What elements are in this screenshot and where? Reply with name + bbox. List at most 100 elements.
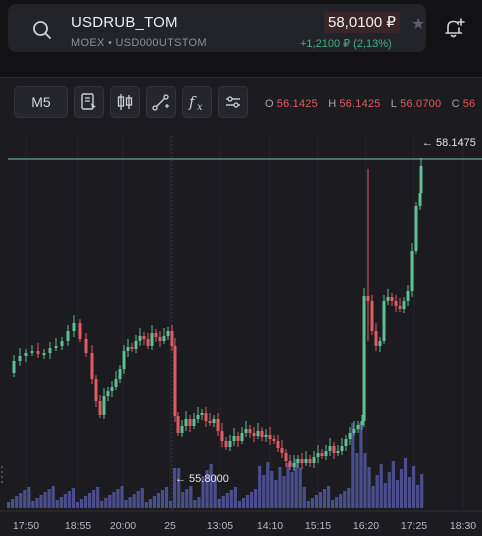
volume-bar bbox=[7, 502, 11, 508]
volume-bar bbox=[379, 464, 383, 508]
volume-bar bbox=[156, 493, 161, 508]
volume-bar bbox=[55, 500, 59, 508]
candle-body bbox=[378, 341, 382, 346]
volume-bar bbox=[355, 453, 359, 508]
volume-bar bbox=[339, 494, 343, 508]
volume-bar bbox=[363, 453, 367, 508]
x-tick-label: 18:30 bbox=[450, 520, 476, 532]
price-change: +1,2100 ₽ (2,13%) bbox=[300, 38, 392, 50]
candle-body bbox=[260, 431, 264, 437]
candle-body bbox=[264, 435, 268, 437]
volume-bar bbox=[286, 463, 290, 508]
high-price-label: ← 58.1475 bbox=[422, 137, 476, 149]
order-ticket-button[interactable] bbox=[74, 86, 104, 118]
candle-body bbox=[352, 429, 356, 433]
candle-body bbox=[204, 413, 208, 421]
indicators-icon: f x bbox=[188, 93, 203, 113]
volume-bar bbox=[217, 499, 221, 508]
candle-body bbox=[402, 301, 406, 309]
volume-bar bbox=[27, 487, 31, 508]
drawing-tools-button[interactable] bbox=[146, 86, 176, 118]
candle-body bbox=[304, 459, 308, 463]
star-icon[interactable]: ★ bbox=[411, 16, 426, 33]
chart-settings-button[interactable] bbox=[218, 86, 248, 118]
price-chart[interactable]: ← 58.1475 ← 55.8000 17:50 18:55 20:00 25 13:05… bbox=[0, 78, 482, 536]
candle-body bbox=[398, 306, 402, 309]
candle-body bbox=[173, 346, 177, 416]
resize-handle-dot bbox=[1, 476, 3, 478]
volume-bar bbox=[412, 466, 416, 508]
candle-body bbox=[336, 451, 340, 453]
volume-bar bbox=[213, 476, 217, 508]
candle-body bbox=[176, 416, 180, 433]
candle-body bbox=[84, 339, 88, 353]
close-key: C bbox=[451, 98, 460, 110]
search-icon[interactable] bbox=[30, 18, 54, 42]
candle-body bbox=[324, 451, 328, 456]
volume-bar bbox=[116, 489, 120, 508]
period-selector[interactable]: M5 bbox=[14, 86, 68, 118]
high-value: 56.1425 bbox=[339, 98, 381, 110]
candle-body bbox=[344, 439, 348, 446]
candle-body bbox=[390, 297, 394, 301]
volume-bar bbox=[359, 423, 363, 508]
volume-bar bbox=[262, 475, 266, 508]
indicators-button[interactable]: f x bbox=[182, 86, 212, 118]
candle-body bbox=[184, 419, 188, 426]
volume-bar bbox=[71, 488, 75, 508]
volume-bar bbox=[306, 501, 310, 508]
instrument-card[interactable]: USDRUB_TOM MOEX • USD000UTSTOM 58,0100 ₽… bbox=[8, 4, 426, 52]
volume-bar bbox=[63, 494, 67, 508]
volume-bar bbox=[104, 498, 108, 508]
volume-bar bbox=[128, 497, 132, 508]
volume-bar bbox=[31, 501, 35, 508]
candle-body bbox=[394, 301, 398, 306]
volume-bar bbox=[185, 489, 189, 508]
svg-text:x: x bbox=[197, 102, 203, 113]
volume-bar bbox=[189, 486, 193, 508]
volume-bar bbox=[83, 496, 88, 508]
volume-bar bbox=[140, 488, 144, 508]
volume-bar bbox=[136, 491, 140, 508]
volume-bar bbox=[164, 487, 169, 508]
candle-body bbox=[332, 446, 336, 453]
volume-bar bbox=[395, 480, 399, 508]
candle-body bbox=[208, 421, 212, 423]
volume-bar bbox=[39, 495, 43, 508]
order-ticket-icon bbox=[81, 93, 96, 110]
svg-text:f: f bbox=[188, 93, 197, 111]
volume-bar bbox=[209, 464, 213, 508]
chart-type-button[interactable] bbox=[110, 86, 140, 118]
candle-body bbox=[72, 323, 76, 331]
volume-bar bbox=[11, 499, 15, 508]
volume-bar bbox=[96, 487, 100, 508]
volume-bar bbox=[290, 472, 294, 508]
volume-bar bbox=[343, 491, 347, 508]
x-tick-label: 14:10 bbox=[257, 520, 283, 532]
candle-body bbox=[102, 396, 106, 415]
chart-panel[interactable]: M5 bbox=[0, 77, 482, 536]
candle-body bbox=[410, 251, 414, 291]
candle-body bbox=[414, 206, 418, 251]
candle-body bbox=[118, 369, 122, 379]
open-value: 56.1425 bbox=[276, 98, 318, 110]
volume-bar bbox=[79, 499, 84, 508]
volume-bar bbox=[237, 501, 242, 508]
volume-bar bbox=[375, 475, 379, 508]
candle-body bbox=[98, 401, 102, 415]
x-tick-label: 17:25 bbox=[401, 520, 427, 532]
candle-body bbox=[248, 429, 252, 433]
volume-bar bbox=[225, 493, 229, 508]
candle-body bbox=[236, 436, 240, 441]
volume-bar bbox=[258, 466, 262, 508]
volume-bar bbox=[371, 486, 375, 508]
candle-body bbox=[224, 441, 228, 447]
volume-bar bbox=[416, 485, 420, 508]
candle-body bbox=[360, 421, 364, 425]
bell-plus-icon[interactable] bbox=[442, 16, 466, 40]
candle-body bbox=[36, 351, 40, 354]
volume-bar bbox=[197, 497, 201, 508]
candle-body bbox=[228, 441, 232, 447]
volume-bar bbox=[383, 483, 387, 508]
candle-body bbox=[170, 331, 174, 346]
